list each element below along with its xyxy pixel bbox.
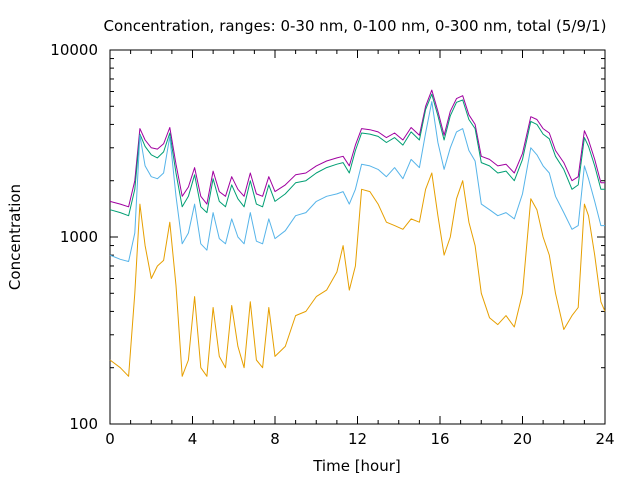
y-tick-label: 1000 xyxy=(60,228,98,246)
y-axis: 100 1000 10000 xyxy=(50,41,605,433)
series-layer xyxy=(109,89,606,377)
x-axis: 0 4 8 12 16 20 24 xyxy=(105,50,615,448)
y-tick-label: 10000 xyxy=(50,41,98,59)
chart-title: Concentration, ranges: 0-30 nm, 0-100 nm… xyxy=(104,17,607,35)
x-tick-label: 12 xyxy=(348,430,367,448)
x-tick-label: 8 xyxy=(270,430,280,448)
series-line-1 xyxy=(109,89,605,208)
series-line-4 xyxy=(109,172,606,377)
series-line-2 xyxy=(109,93,605,217)
x-tick-label: 24 xyxy=(595,430,614,448)
x-tick-label: 4 xyxy=(188,430,198,448)
y-axis-label: Concentration xyxy=(6,184,24,290)
x-axis-label: Time [hour] xyxy=(312,457,401,475)
x-tick-label: 20 xyxy=(513,430,532,448)
x-tick-label: 0 xyxy=(105,430,115,448)
series-line-3 xyxy=(109,101,605,262)
x-tick-label: 16 xyxy=(430,430,449,448)
y-tick-label: 100 xyxy=(69,415,98,433)
